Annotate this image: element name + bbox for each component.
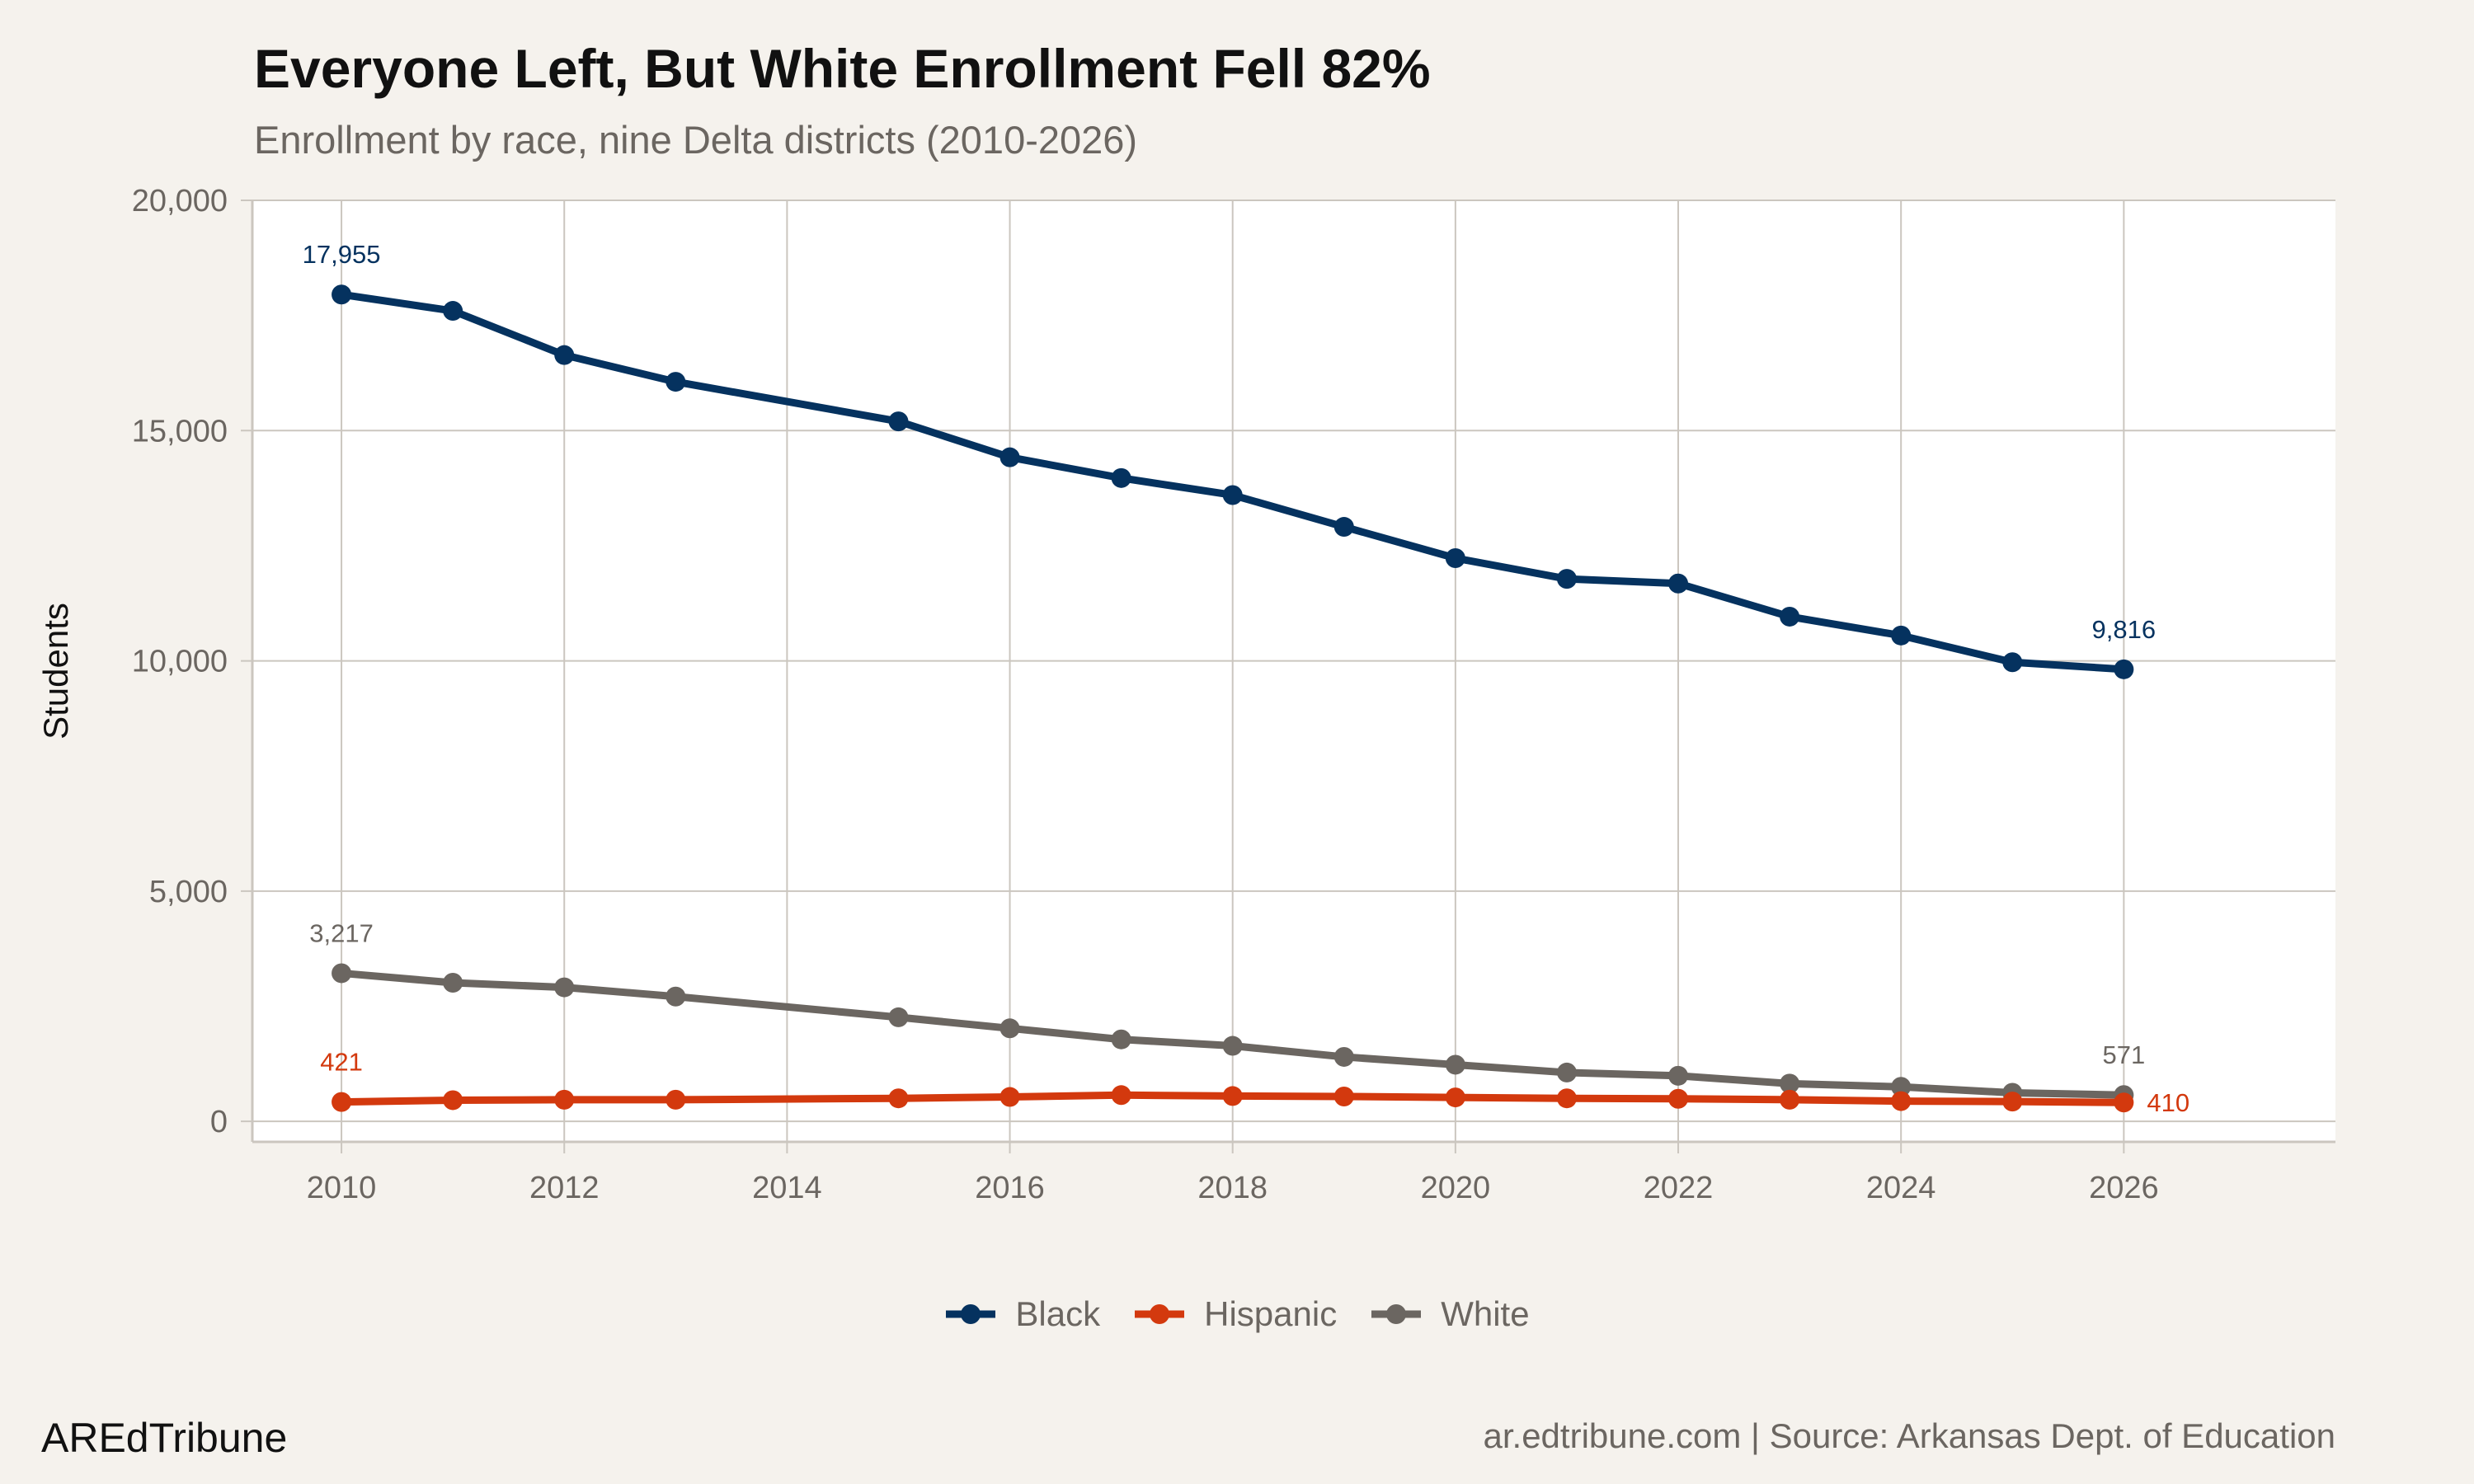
data-label-white: 571 <box>2102 1040 2145 1069</box>
legend-label: White <box>1441 1294 1530 1333</box>
source-note: ar.edtribune.com | Source: Arkansas Dept… <box>1483 1416 2336 1455</box>
data-point-white <box>1111 1029 1131 1050</box>
y-tick-label: 0 <box>210 1105 228 1139</box>
data-point-black <box>443 301 463 322</box>
legend: Black Hispanic White <box>0 1294 2474 1334</box>
data-point-black <box>1556 569 1577 589</box>
data-point-hispanic <box>1222 1086 1243 1106</box>
data-point-hispanic <box>888 1088 909 1109</box>
data-point-hispanic <box>332 1092 352 1112</box>
legend-key-icon <box>1135 1304 1185 1324</box>
data-point-hispanic <box>443 1090 463 1111</box>
data-point-hispanic <box>554 1089 575 1110</box>
data-point-black <box>888 411 909 432</box>
data-point-black <box>332 284 352 305</box>
data-label-hispanic: 421 <box>320 1048 363 1077</box>
legend-label: Hispanic <box>1204 1294 1338 1333</box>
y-tick-label: 5,000 <box>149 875 228 909</box>
x-tick-label: 2022 <box>1644 1171 1714 1205</box>
data-point-hispanic <box>1780 1089 1800 1110</box>
series-line-hispanic <box>341 1091 2124 1106</box>
data-point-white <box>1556 1062 1577 1082</box>
data-point-black <box>1891 625 1912 646</box>
data-point-hispanic <box>1333 1086 1354 1106</box>
legend-item-white: White <box>1370 1294 1530 1334</box>
data-point-white <box>443 973 463 993</box>
chart-subtitle: Enrollment by race, nine Delta districts… <box>254 118 1138 162</box>
data-point-hispanic <box>1445 1087 1465 1108</box>
y-tick-label: 15,000 <box>132 414 228 448</box>
data-point-white <box>999 1018 1020 1039</box>
legend-item-black: Black <box>944 1294 1100 1334</box>
data-point-black <box>554 345 575 365</box>
brand-logo-text: AREdTribune <box>41 1415 288 1461</box>
data-point-black <box>2002 652 2023 673</box>
data-point-white <box>1668 1065 1689 1086</box>
series-line-black <box>341 290 2124 674</box>
x-tick-label: 2024 <box>1866 1171 1936 1205</box>
data-point-white <box>332 963 352 984</box>
legend-key-icon <box>1371 1304 1422 1324</box>
legend-label: Black <box>1015 1294 1101 1333</box>
data-point-white <box>888 1007 909 1027</box>
data-point-hispanic <box>999 1087 1020 1107</box>
data-point-hispanic <box>1891 1091 1912 1111</box>
data-point-white <box>554 977 575 998</box>
y-axis-title: Students <box>36 603 75 740</box>
series-line-white <box>341 969 2124 1099</box>
data-point-white <box>1222 1036 1243 1056</box>
data-point-black <box>1222 485 1243 505</box>
y-tick-label: 20,000 <box>132 184 228 218</box>
data-label-black: 9,816 <box>2092 615 2157 644</box>
data-point-black <box>1780 606 1800 627</box>
x-tick-label: 2010 <box>307 1171 377 1205</box>
x-tick-label: 2014 <box>752 1171 822 1205</box>
data-point-black <box>666 372 686 392</box>
data-point-black <box>1333 517 1354 538</box>
data-point-black <box>1668 573 1689 594</box>
data-point-hispanic <box>1668 1088 1689 1109</box>
data-point-hispanic <box>2002 1092 2023 1112</box>
plot-panel <box>252 200 2335 1142</box>
data-point-black <box>2114 659 2134 679</box>
x-tick-label: 2020 <box>1421 1171 1491 1205</box>
y-tick-label: 10,000 <box>132 645 228 679</box>
x-tick-label: 2026 <box>2089 1171 2159 1205</box>
data-point-hispanic <box>666 1089 686 1110</box>
chart-title: Everyone Left, But White Enrollment Fell… <box>254 38 1431 99</box>
data-label-white: 3,217 <box>309 918 374 947</box>
data-point-white <box>666 986 686 1007</box>
legend-key-icon <box>946 1304 996 1324</box>
data-point-hispanic <box>1556 1088 1577 1109</box>
data-point-white <box>1333 1046 1354 1067</box>
data-label-hispanic: 410 <box>2147 1088 2189 1117</box>
data-label-black: 17,955 <box>303 240 381 269</box>
legend-item-hispanic: Hispanic <box>1133 1294 1337 1334</box>
data-point-black <box>999 447 1020 467</box>
x-tick-label: 2018 <box>1197 1171 1268 1205</box>
data-point-white <box>1891 1077 1912 1097</box>
data-point-hispanic <box>1111 1085 1131 1106</box>
data-point-black <box>1111 467 1131 488</box>
data-point-hispanic <box>2114 1092 2134 1113</box>
data-point-black <box>1445 548 1465 569</box>
data-point-white <box>1445 1054 1465 1075</box>
data-point-white <box>1780 1073 1800 1094</box>
x-tick-label: 2012 <box>529 1171 600 1205</box>
x-tick-label: 2016 <box>975 1171 1045 1205</box>
